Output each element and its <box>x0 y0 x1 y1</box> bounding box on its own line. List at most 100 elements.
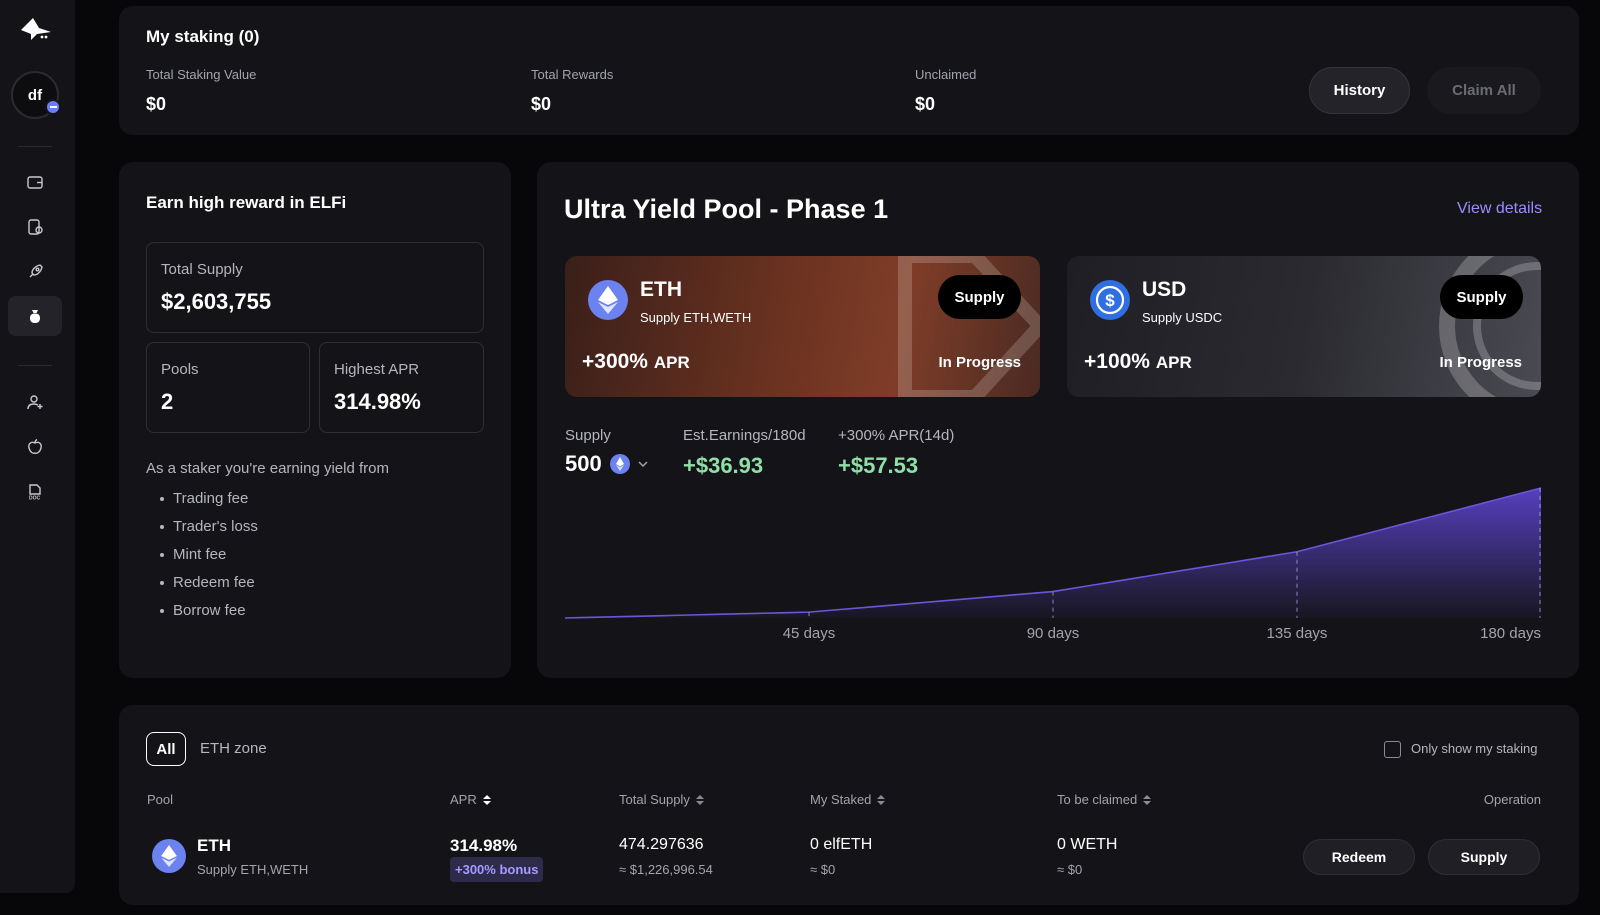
est-earnings-value: +$36.93 <box>683 453 764 478</box>
unclaimed-label: Unclaimed <box>915 67 977 82</box>
row-asset: ETH <box>197 836 231 855</box>
divider <box>18 365 52 366</box>
bag-icon[interactable] <box>8 296 62 336</box>
logo-icon[interactable] <box>17 16 53 44</box>
eth-icon <box>609 454 630 474</box>
yield-source-item: Mint fee <box>146 541 389 569</box>
eth-pool-card[interactable]: ETH Supply ETH,WETH Supply +300% APR In … <box>565 256 1040 397</box>
usd-supply-button[interactable]: Supply <box>1440 275 1523 319</box>
yield-source-item: Redeem fee <box>146 569 389 597</box>
yield-intro: As a staker you're earning yield from <box>146 460 389 477</box>
rocket-icon[interactable] <box>8 252 62 292</box>
col-to-be-claimed[interactable]: To be claimed <box>1057 792 1152 807</box>
eth-pool-apr-suffix: APR <box>653 353 690 372</box>
svg-text:DOC: DOC <box>29 496 41 502</box>
eth-supply-button[interactable]: Supply <box>938 275 1021 319</box>
col-total-supply[interactable]: Total Supply <box>619 792 704 807</box>
yield-sources: As a staker you're earning yield from Tr… <box>146 460 389 625</box>
only-mine-label: Only show my staking <box>1411 741 1538 756</box>
sort-icon <box>695 794 704 805</box>
ultra-title: Ultra Yield Pool - Phase 1 <box>564 194 889 224</box>
usd-pool-asset: USD <box>1142 278 1187 301</box>
calc-supply-label: Supply <box>565 427 611 444</box>
eth-coin-icon <box>152 839 186 873</box>
apr14-label: +300% APR(14d) <box>838 427 955 444</box>
col-pool: Pool <box>147 792 173 807</box>
col-operation-label: Operation <box>1483 792 1541 807</box>
my-staking-card: My staking (0) Total Staking Value $0 To… <box>119 6 1579 135</box>
yield-source-item: Trading fee <box>146 485 389 513</box>
sort-icon <box>1143 794 1152 805</box>
total-rewards-value: $0 <box>531 94 552 114</box>
col-operation: Operation <box>1484 792 1541 807</box>
usd-pool-apr-suffix: APR <box>1155 353 1192 372</box>
supply-amount-selector[interactable]: 500 <box>565 451 648 477</box>
usd-pool-sub: Supply USDC <box>1142 310 1223 325</box>
row-my-staked: 0 elfETH <box>810 836 873 853</box>
divider <box>18 146 52 147</box>
row-supply-button[interactable]: Supply <box>1428 839 1540 875</box>
calc-supply-value: 500 <box>565 451 602 476</box>
bonus-badge: +300% bonus <box>450 857 544 882</box>
svg-text:$: $ <box>1105 291 1115 310</box>
sidebar: df DOC <box>0 0 75 893</box>
staking-title: My staking (0) <box>146 27 260 46</box>
only-mine-checkbox[interactable] <box>1384 741 1401 758</box>
row-asset-sub: Supply ETH,WETH <box>197 862 309 877</box>
chart-x-tick-label: 45 days <box>783 625 836 642</box>
total-staking-value: $0 <box>146 94 167 114</box>
highest-apr-label: Highest APR <box>334 361 420 378</box>
sort-icon <box>877 794 886 805</box>
pools-label: Pools <box>161 361 199 378</box>
redeem-button[interactable]: Redeem <box>1303 839 1415 875</box>
total-supply-value: $2,603,755 <box>161 289 272 314</box>
row-apr: 314.98% <box>450 836 518 855</box>
pool-icon[interactable] <box>8 207 62 247</box>
earn-card: Earn high reward in ELFi Total Supply $2… <box>119 162 511 678</box>
tab-all[interactable]: All <box>146 732 186 766</box>
eth-pool-asset: ETH <box>640 278 682 301</box>
eth-pool-apr: +300% <box>582 350 648 373</box>
total-rewards-label: Total Rewards <box>531 67 614 82</box>
eth-pool-sub: Supply ETH,WETH <box>640 310 752 325</box>
col-apr[interactable]: APR <box>450 792 491 807</box>
chart-x-tick-label: 135 days <box>1267 625 1328 642</box>
apple-icon[interactable] <box>8 427 62 467</box>
usd-pool-apr: +100% <box>1084 350 1150 373</box>
usd-pool-card[interactable]: $ USD Supply USDC Supply +100% APR In Pr… <box>1067 256 1541 397</box>
usdc-coin-icon: $ <box>1090 280 1130 320</box>
view-details-link[interactable]: View details <box>1457 200 1543 217</box>
eth-watermark-icon <box>898 256 1040 397</box>
user-add-icon[interactable] <box>8 382 62 422</box>
wallet-icon[interactable] <box>8 162 62 202</box>
chart-x-tick-label: 90 days <box>1027 625 1080 642</box>
total-supply-label: Total Supply <box>161 261 243 278</box>
usd-watermark-icon <box>1439 256 1541 397</box>
history-button[interactable]: History <box>1309 67 1410 114</box>
col-total-supply-label: Total Supply <box>619 792 690 807</box>
total-staking-value-label: Total Staking Value <box>146 67 257 82</box>
col-to-be-claimed-label: To be claimed <box>1057 792 1138 807</box>
col-pool-label: Pool <box>147 792 174 807</box>
tab-eth-zone[interactable]: ETH zone <box>200 740 267 757</box>
pools-value: 2 <box>161 389 174 414</box>
highest-apr-box: Highest APR 314.98% <box>319 342 484 433</box>
unclaimed-value: $0 <box>915 94 936 114</box>
yield-source-item: Borrow fee <box>146 597 389 625</box>
total-supply-box: Total Supply $2,603,755 <box>146 242 484 333</box>
minus-badge-icon <box>45 99 61 115</box>
claim-all-button[interactable]: Claim All <box>1427 67 1541 114</box>
earn-title: Earn high reward in ELFi <box>146 193 347 212</box>
row-to-claim: 0 WETH <box>1057 836 1118 853</box>
avatar-initials: df <box>27 86 43 104</box>
apr14-value: +$57.53 <box>838 453 919 478</box>
avatar[interactable]: df <box>11 71 61 119</box>
col-apr-label: APR <box>450 792 477 807</box>
col-my-staked[interactable]: My Staked <box>810 792 886 807</box>
doc-icon[interactable]: DOC <box>8 472 62 512</box>
col-my-staked-label: My Staked <box>810 792 872 807</box>
eth-pool-status: In Progress <box>938 354 1021 371</box>
sort-icon <box>482 794 491 805</box>
highest-apr-value: 314.98% <box>334 389 421 414</box>
pools-box: Pools 2 <box>146 342 310 433</box>
